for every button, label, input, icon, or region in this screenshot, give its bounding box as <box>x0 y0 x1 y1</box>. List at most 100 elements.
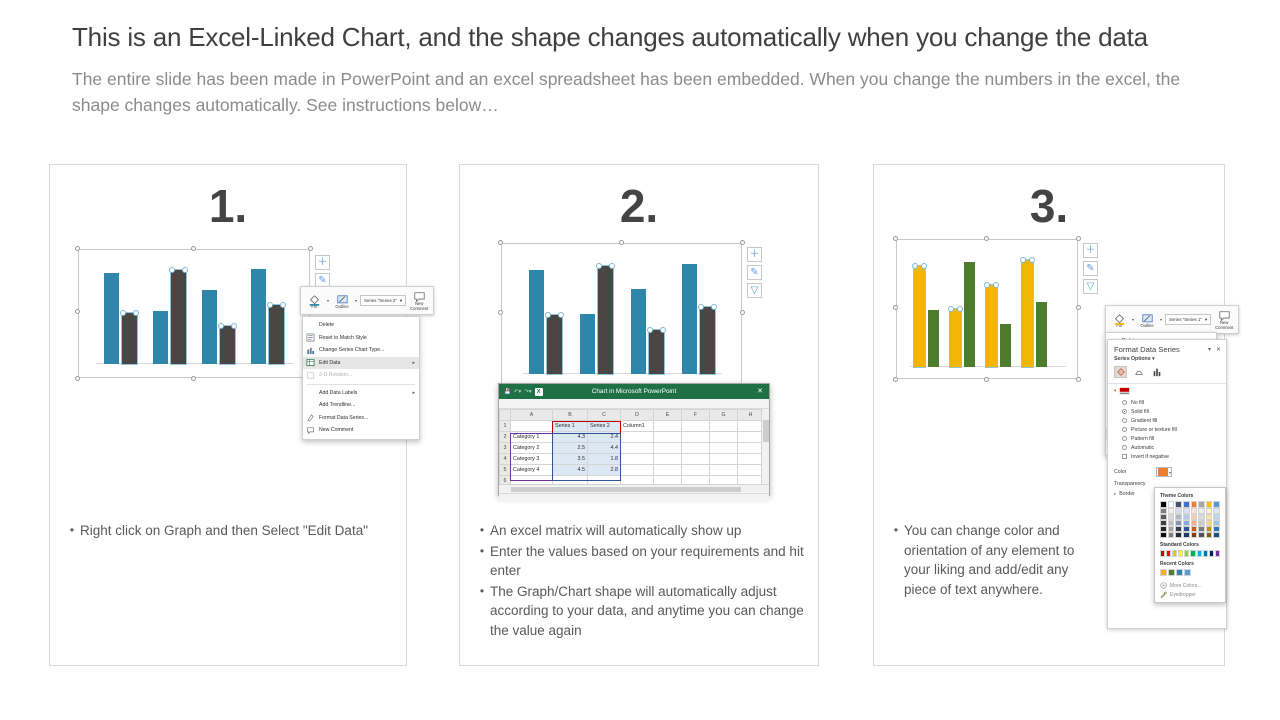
swatch-tint[interactable] <box>1167 514 1175 520</box>
chart-side-buttons[interactable]: ＋ ✎ ▽ <box>1083 243 1098 294</box>
theme-tint-row-1[interactable] <box>1160 508 1220 514</box>
cell-d4[interactable] <box>620 453 654 465</box>
swatch-recent-3[interactable] <box>1184 569 1191 576</box>
bar-series2-cat4[interactable] <box>1036 302 1047 367</box>
swatch-tint[interactable] <box>1198 514 1205 520</box>
formula-bar[interactable] <box>499 399 769 409</box>
swatch-tint[interactable] <box>1205 520 1213 526</box>
swatch-recent-2[interactable] <box>1176 569 1183 576</box>
cell-f3[interactable] <box>681 442 710 454</box>
bar-series1-cat2[interactable] <box>580 314 595 374</box>
swatch-tint[interactable] <box>1182 514 1190 520</box>
cell-e1[interactable] <box>653 420 682 432</box>
color-picker-button[interactable]: ▾ <box>1156 467 1172 477</box>
undo-icon[interactable]: ↶▾ <box>513 388 522 395</box>
resize-handle-n[interactable] <box>619 240 624 245</box>
row-header[interactable]: 5 <box>499 464 511 476</box>
transparency-row[interactable]: Transparency <box>1108 479 1226 489</box>
swatch-tint[interactable] <box>1213 514 1220 520</box>
resize-handle-se[interactable] <box>1076 377 1081 382</box>
resize-handle-w[interactable] <box>893 305 898 310</box>
new-comment-button[interactable]: New Comment <box>408 289 430 312</box>
swatch-tint[interactable] <box>1190 514 1198 520</box>
chart-object-2[interactable]: ＋ ✎ ▽ <box>498 240 762 389</box>
swatch-tint[interactable] <box>1160 520 1167 526</box>
swatch-theme-0[interactable] <box>1160 501 1167 508</box>
chart-styles-icon[interactable]: ✎ <box>747 265 762 280</box>
swatch-tint[interactable] <box>1160 532 1167 538</box>
theme-colors-row[interactable] <box>1160 501 1220 508</box>
swatch-theme-2[interactable] <box>1175 501 1182 508</box>
chart-styles-icon[interactable]: ✎ <box>1083 261 1098 276</box>
chevron-down-icon[interactable]: ▾ <box>1168 469 1171 475</box>
menu-item-change-series-chart-type[interactable]: Change Series Chart Type... <box>303 344 419 357</box>
table-row[interactable]: 3 Category 2 2.5 4.4 <box>499 442 764 454</box>
scrollbar-thumb[interactable] <box>511 487 741 492</box>
option-no-fill[interactable]: No fill <box>1108 398 1226 407</box>
cell-g2[interactable] <box>709 431 738 443</box>
series-options-dropdown[interactable]: Series Options ▾ <box>1108 356 1226 365</box>
bar-series2-cat3[interactable] <box>647 327 666 375</box>
swatch-tint[interactable] <box>1160 526 1167 532</box>
tab-effects[interactable] <box>1132 366 1145 378</box>
swatch-tint[interactable] <box>1160 514 1167 520</box>
bar-group-category-4[interactable] <box>1020 257 1047 368</box>
swatch-theme-6[interactable] <box>1205 501 1213 508</box>
swatch-red[interactable] <box>1166 550 1172 557</box>
radio-icon[interactable] <box>1122 418 1127 423</box>
row-header[interactable]: 1 <box>499 420 511 432</box>
swatch-theme-1[interactable] <box>1167 501 1175 508</box>
bar-group-category-2[interactable] <box>948 262 975 368</box>
col-header-h[interactable]: H <box>737 409 764 421</box>
vertical-scrollbar[interactable] <box>761 409 769 484</box>
chart-elements-icon[interactable]: ＋ <box>1083 243 1098 258</box>
cell-f2[interactable] <box>681 431 710 443</box>
option-gradient-fill[interactable]: Gradient fill <box>1108 416 1226 425</box>
resize-handle-s[interactable] <box>984 377 989 382</box>
chart-object-3[interactable]: ＋ ✎ ▽ <box>893 236 1098 382</box>
cell-c4[interactable]: 1.8 <box>587 453 621 465</box>
context-menu-1[interactable]: Delete Reset to Match Style Change Serie… <box>302 316 420 440</box>
table-row[interactable]: 2 Category 1 4.3 2.4 <box>499 431 764 443</box>
swatch-tint[interactable] <box>1175 520 1182 526</box>
option-invert-if-negative[interactable]: Invert if negative <box>1108 452 1226 461</box>
pane-close-icon[interactable]: ✕ <box>1215 347 1221 353</box>
resize-handle-n[interactable] <box>191 246 196 251</box>
swatch-tint[interactable] <box>1190 526 1198 532</box>
table-row[interactable]: 4 Category 3 3.5 1.8 <box>499 453 764 465</box>
swatch-theme-5[interactable] <box>1198 501 1205 508</box>
mini-toolbar-1[interactable]: Fill ▾ Outline ▾ Series "Series 2" ▾ New… <box>300 286 435 315</box>
cell-b5[interactable]: 4.5 <box>552 464 588 476</box>
swatch-purple[interactable] <box>1214 550 1220 557</box>
cell-a3[interactable]: Category 2 <box>510 442 553 454</box>
row-header[interactable]: 4 <box>499 453 511 465</box>
cell-d2[interactable] <box>620 431 654 443</box>
fill-button[interactable]: Fill <box>304 289 324 312</box>
bar-series2-cat4[interactable] <box>698 304 717 375</box>
series-selector-caret-icon[interactable]: ▾ <box>399 297 403 303</box>
menu-item-format-data-series[interactable]: Format Data Series... <box>303 412 419 425</box>
cell-e3[interactable] <box>653 442 682 454</box>
redo-icon[interactable]: ↷▾ <box>524 388 532 395</box>
option-picture-or-texture-fill[interactable]: Picture or texture fill <box>1108 425 1226 434</box>
color-row[interactable]: Color ▾ <box>1108 465 1226 479</box>
resize-handle-w[interactable] <box>498 310 503 315</box>
more-colors-button[interactable]: More Colors... <box>1160 580 1220 589</box>
swatch-tint[interactable] <box>1175 514 1182 520</box>
chart-object-1[interactable]: ＋ ✎ <box>75 246 330 381</box>
fill-button[interactable]: Fill <box>1109 308 1129 331</box>
swatch-theme-3[interactable] <box>1182 501 1190 508</box>
bar-group-category-2[interactable] <box>153 267 188 365</box>
chart-elements-icon[interactable]: ＋ <box>747 247 762 262</box>
swatch-tint[interactable] <box>1175 508 1182 514</box>
fill-section-header[interactable]: ▾ <box>1108 387 1226 398</box>
resize-handle-ne[interactable] <box>308 246 313 251</box>
swatch-recent-0[interactable] <box>1160 569 1167 576</box>
excel-window[interactable]: 💾 ↶▾ ↷▾ X Chart in Microsoft PowerPoint … <box>498 383 770 502</box>
chart-filters-icon[interactable]: ▽ <box>1083 279 1098 294</box>
swatch-green[interactable] <box>1190 550 1196 557</box>
resize-handle-w[interactable] <box>75 309 80 314</box>
bar-series1-cat4[interactable] <box>682 264 697 374</box>
swatch-orange[interactable] <box>1172 550 1178 557</box>
cell-h5[interactable] <box>737 464 764 476</box>
